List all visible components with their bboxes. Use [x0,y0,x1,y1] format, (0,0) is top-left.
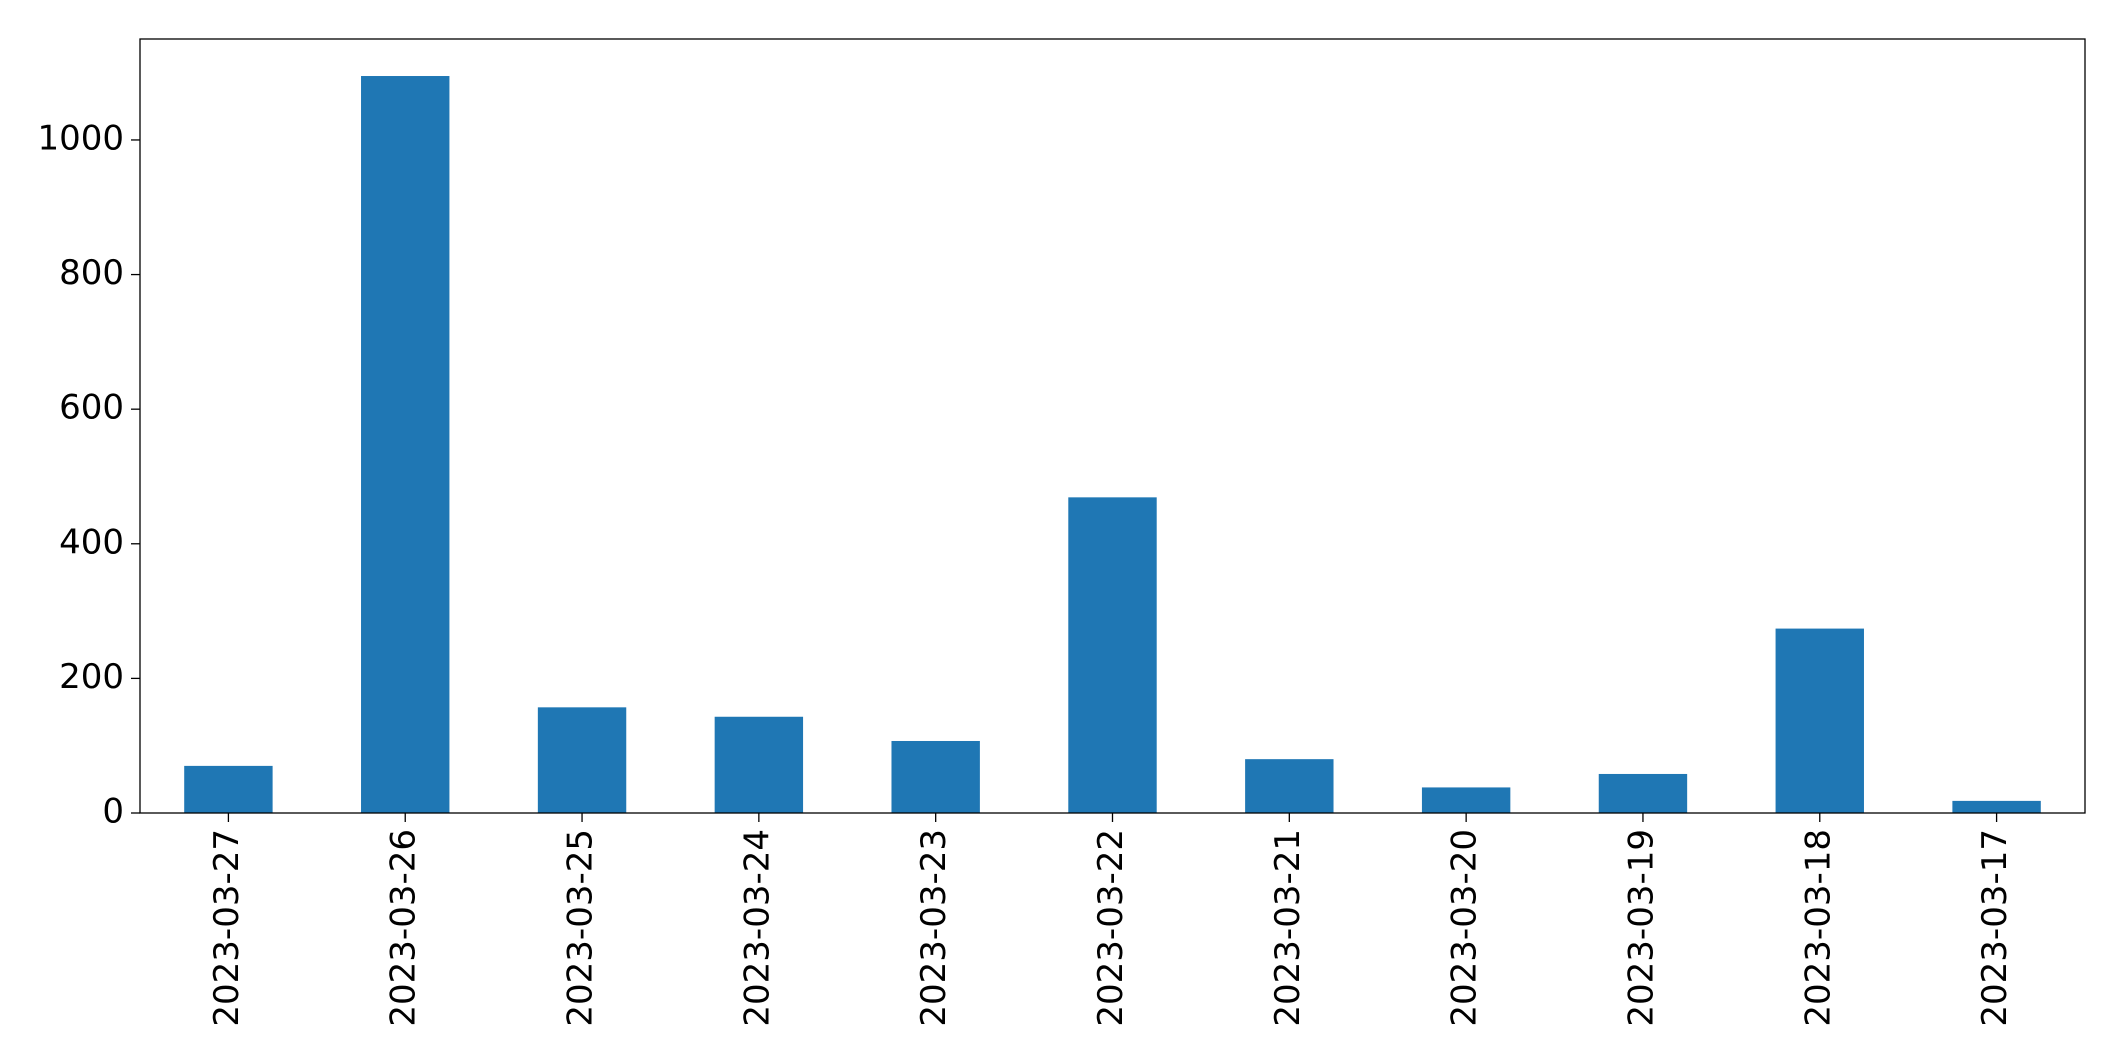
bar [184,765,273,813]
bar [537,707,627,813]
x-tick-label: 2023-03-18 [1798,829,1838,1027]
bar [1598,773,1688,813]
bar [891,740,980,813]
x-tick-label: 2023-03-26 [384,829,424,1027]
y-tick-label: 200 [59,657,124,697]
bar [1775,628,1864,813]
axes-frame [139,38,2086,814]
x-tick-label: 2023-03-27 [207,829,247,1027]
bar [1068,497,1157,813]
y-tick-label: 0 [102,792,124,832]
y-tick-label: 600 [59,388,124,428]
bar [1952,800,2041,813]
bar [361,76,450,813]
bar [1245,759,1334,813]
x-tick-label: 2023-03-17 [1975,829,2015,1027]
x-tick-label: 2023-03-23 [914,829,954,1027]
x-tick-label: 2023-03-25 [561,829,601,1027]
x-tick-label: 2023-03-21 [1268,829,1308,1027]
x-tick-label: 2023-03-24 [737,829,777,1027]
y-tick-label: 800 [59,253,124,293]
y-tick-label: 1000 [37,118,124,158]
bar [1421,787,1511,813]
y-tick-label: 400 [59,522,124,562]
bar [714,716,804,813]
x-tick-label: 2023-03-22 [1091,829,1131,1027]
x-tick-label: 2023-03-20 [1445,829,1485,1027]
x-tick-label: 2023-03-19 [1621,829,1661,1027]
